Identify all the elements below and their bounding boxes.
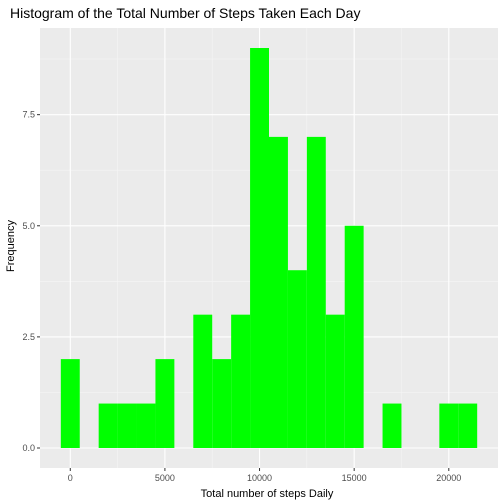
y-tick-label: 7.5 xyxy=(22,110,35,120)
x-axis-label: Total number of steps Daily xyxy=(201,488,334,500)
y-tick-label: 2.5 xyxy=(22,332,35,342)
chart-title: Histogram of the Total Number of Steps T… xyxy=(10,5,360,21)
x-tick-label: 0 xyxy=(68,473,73,483)
histogram-bar xyxy=(136,403,156,448)
y-tick-label: 5.0 xyxy=(22,221,35,231)
histogram-bar xyxy=(60,359,80,448)
histogram-bar xyxy=(193,314,213,448)
x-tick-label: 5000 xyxy=(155,473,175,483)
x-tick-label: 15000 xyxy=(342,473,367,483)
histogram-bar xyxy=(287,270,307,448)
histogram-bar xyxy=(231,314,251,448)
y-axis-label: Frequency xyxy=(5,220,17,272)
histogram-bar xyxy=(155,359,175,448)
histogram-bar xyxy=(439,403,459,448)
x-axis: 0 5000 10000 15000 20000 xyxy=(68,468,461,483)
histogram-bar xyxy=(306,136,326,448)
bars xyxy=(60,48,478,448)
histogram-bar xyxy=(325,314,345,448)
histogram-bar xyxy=(212,359,232,448)
histogram-bar xyxy=(269,136,288,448)
histogram-bar xyxy=(344,225,364,448)
histogram-bar xyxy=(382,403,402,448)
x-tick-label: 10000 xyxy=(247,473,272,483)
y-axis: 0.0 2.5 5.0 7.5 xyxy=(22,110,40,453)
x-tick-label: 20000 xyxy=(436,473,461,483)
y-tick-label: 0.0 xyxy=(22,443,35,453)
histogram-bar xyxy=(98,403,118,448)
histogram-bar xyxy=(250,48,269,448)
histogram-bar xyxy=(117,403,137,448)
histogram-bar xyxy=(458,403,478,448)
